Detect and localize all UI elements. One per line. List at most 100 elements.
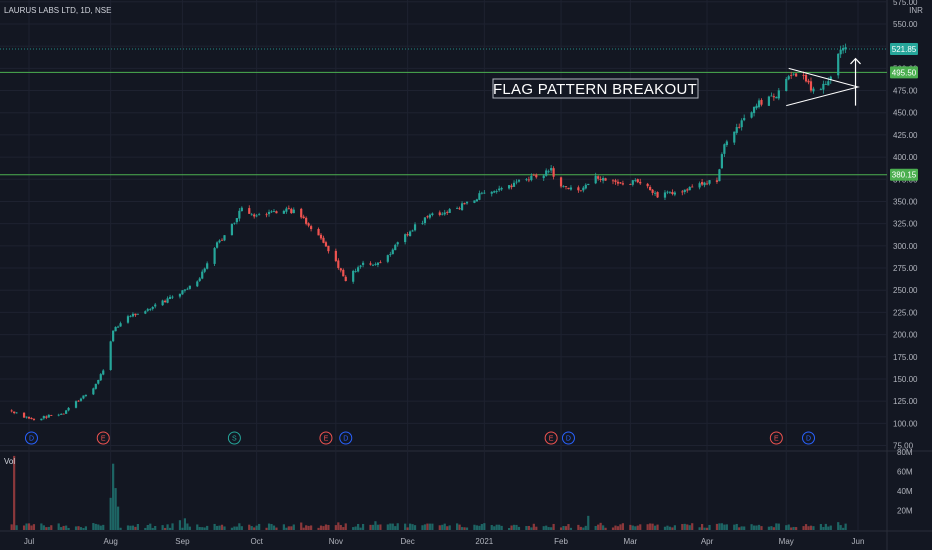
price-axis[interactable]: 75.00 100.00 125.00 150.00 175.00 200.00 225.0… [893, 0, 918, 516]
candle-body [339, 268, 342, 271]
candle-body [458, 208, 461, 210]
y-tick-label: 75.00 [893, 442, 914, 451]
candle-body [743, 118, 746, 121]
x-tick-label: Oct [250, 537, 263, 546]
volume-bar [767, 526, 771, 530]
volume-bar [666, 525, 669, 530]
candle-body [738, 126, 741, 128]
volume-bar [324, 524, 328, 530]
volume-bar [404, 523, 407, 530]
x-tick-label: May [779, 537, 794, 546]
candle-body [354, 270, 357, 272]
volume-bar [215, 525, 219, 530]
candle-body [619, 182, 622, 184]
x-tick-label: Dec [401, 537, 415, 546]
candle-body [369, 263, 372, 265]
volume-bar [525, 526, 528, 530]
volume-bar [671, 527, 674, 530]
candle-body [119, 323, 122, 327]
candle-body [408, 231, 412, 237]
time-axis[interactable]: Jul Aug Sep Oct Nov Dec 2021 Feb Mar Apr May Jun [24, 537, 865, 546]
event-marker-letter: S [232, 436, 237, 443]
volume-bar [22, 525, 26, 530]
volume-bar [406, 527, 409, 530]
candle-body [564, 186, 568, 187]
breakout-arrow-head[interactable] [850, 57, 861, 65]
candle-body [475, 199, 479, 202]
volume-bar [77, 526, 80, 530]
volume-bar [319, 525, 323, 530]
volume-bar [396, 523, 399, 530]
volume-bar [223, 526, 226, 530]
volume-bar [686, 524, 689, 530]
candle-body [681, 191, 684, 193]
event-marker [339, 431, 353, 445]
candle-body [60, 414, 63, 416]
candle-body [629, 184, 632, 185]
candle-body [151, 307, 154, 309]
volume-bar [517, 526, 521, 530]
volume-bar [359, 527, 362, 530]
candle-body [379, 262, 382, 264]
volume-bar [164, 527, 167, 530]
volume-bar [829, 525, 832, 530]
candle-body [394, 244, 397, 251]
candle-body [255, 215, 258, 217]
candle-body [478, 193, 481, 200]
candle-body [30, 417, 33, 419]
candle-body [270, 211, 273, 213]
volume-bar [483, 523, 486, 530]
candle-body [582, 187, 585, 191]
event-marker [319, 431, 333, 445]
volume-bar [144, 527, 147, 530]
candle-body [164, 300, 167, 303]
volume-bar [708, 524, 711, 530]
volume-bar [584, 525, 587, 530]
volume-bar [126, 525, 130, 530]
event-marker [769, 431, 783, 445]
volume-bar [74, 526, 78, 530]
candle-body [431, 213, 434, 216]
volume-bar [720, 523, 723, 530]
volume-bar [389, 523, 392, 530]
candle-body [456, 208, 459, 209]
candle-body [82, 395, 85, 399]
volume-bar [535, 526, 538, 530]
volume-bar [428, 523, 431, 530]
candle-body [27, 417, 31, 419]
candle-body [792, 73, 795, 75]
volume-bar [790, 527, 793, 530]
volume-bar [10, 524, 13, 530]
candle-body [67, 407, 70, 411]
volume-bar [292, 524, 295, 530]
candle-body [723, 144, 726, 154]
volume-bar [408, 523, 412, 530]
candle-body [708, 180, 711, 184]
volume-bar [839, 525, 842, 530]
annotation-box[interactable]: FLAG PATTERN BREAKOUT [492, 78, 699, 99]
candle-body [807, 80, 810, 83]
candle-body [342, 269, 345, 277]
x-tick-label: Feb [554, 537, 568, 546]
flag-triangle-drawing[interactable] [786, 67, 860, 107]
volume-bar [681, 524, 684, 530]
candle-body [166, 298, 169, 303]
volume-bar [688, 525, 691, 530]
candle-body [423, 217, 427, 224]
y-tick-label: 450.00 [893, 109, 918, 118]
volume-bar [656, 524, 659, 530]
candle-body [700, 182, 704, 185]
annotation-text: FLAG PATTERN BREAKOUT [493, 81, 697, 98]
volume-bar [92, 523, 95, 530]
volume-bar [465, 527, 469, 530]
volume-bar [827, 526, 830, 530]
event-marker [227, 431, 241, 445]
event-marker-letter: E [774, 436, 779, 443]
x-tick-label: Jun [852, 537, 865, 546]
candle-body [804, 74, 808, 82]
volume-bar [220, 524, 224, 530]
volume-bar [213, 523, 216, 530]
volume-bar [547, 527, 550, 530]
